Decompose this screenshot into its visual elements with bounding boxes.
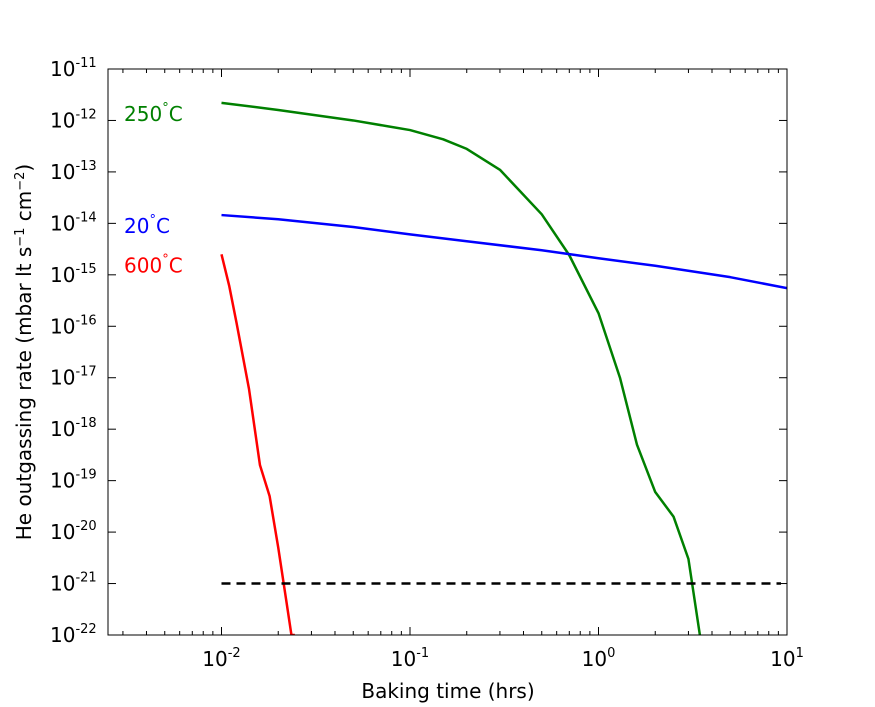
annotation-unit: C	[169, 102, 183, 126]
y-axis-label-main: He outgassing rate (mbar lt s	[12, 247, 36, 541]
y-tick-exp: -20	[75, 519, 96, 534]
annotation-unit: C	[169, 253, 183, 277]
y-axis-label-sup1: −1	[13, 228, 28, 247]
y-tick-label: 10-22	[50, 622, 97, 647]
y-tick-exp: -22	[75, 622, 96, 637]
y-tick-base: 10	[50, 366, 75, 390]
x-axis-ticks: 10-2 10-1 100 101	[122, 69, 804, 671]
x-axis-label: Baking time (hrs)	[361, 679, 534, 703]
annotation-degree: °	[162, 101, 169, 116]
y-axis-label-end: )	[12, 164, 36, 172]
annotation-value: 250	[124, 102, 162, 126]
x-tick-base: 10	[582, 647, 607, 671]
y-tick-label: 10-14	[50, 210, 97, 235]
y-tick-base: 10	[50, 417, 75, 441]
x-tick-label: 10-1	[391, 646, 429, 671]
y-tick-exp: -17	[75, 365, 96, 380]
y-axis-label-sup2: −2	[13, 172, 28, 191]
annotation-degree: °	[149, 213, 156, 228]
y-tick-base: 10	[50, 314, 75, 338]
x-tick-base: 10	[202, 647, 227, 671]
y-tick-exp: -19	[75, 468, 96, 483]
x-tick-exp: -1	[416, 646, 429, 661]
annotation-value: 600	[124, 253, 162, 277]
y-tick-exp: -18	[75, 416, 96, 431]
annotation-value: 20	[124, 214, 149, 238]
x-tick-exp: 1	[796, 646, 804, 661]
plot-frame	[107, 68, 788, 636]
series-line-2	[220, 254, 295, 635]
y-tick-label: 10-21	[50, 571, 97, 596]
y-axis-label-mid: cm	[12, 191, 36, 228]
series-annotation: 20°C	[124, 213, 170, 238]
y-tick-label: 10-16	[50, 313, 97, 338]
x-tick-label: 100	[582, 646, 616, 671]
y-tick-label: 10-15	[50, 262, 97, 287]
y-tick-label: 10-12	[50, 107, 97, 132]
series-annotation: 600°C	[124, 252, 183, 277]
y-tick-exp: -13	[75, 159, 96, 174]
y-tick-base: 10	[50, 623, 75, 647]
y-axis-ticks: 10-1110-1210-1310-1410-1510-1610-1710-18…	[50, 56, 787, 647]
y-tick-exp: -15	[75, 262, 96, 277]
series-annotation: 250°C	[124, 101, 183, 126]
y-tick-exp: -16	[75, 313, 96, 328]
x-tick-label: 101	[770, 646, 804, 671]
x-tick-base: 10	[770, 647, 795, 671]
x-tick-label: 10-2	[202, 646, 240, 671]
y-tick-base: 10	[50, 520, 75, 544]
series-line-0	[221, 101, 702, 635]
plot-lines	[220, 101, 787, 635]
y-tick-base: 10	[50, 57, 75, 81]
series-line-1	[221, 213, 787, 290]
y-tick-base: 10	[50, 469, 75, 493]
y-tick-base: 10	[50, 160, 75, 184]
y-tick-label: 10-17	[50, 365, 97, 390]
y-tick-base: 10	[50, 211, 75, 235]
y-tick-exp: -14	[75, 210, 96, 225]
x-tick-base: 10	[391, 647, 416, 671]
x-tick-exp: 0	[607, 646, 615, 661]
y-tick-exp: -21	[75, 571, 96, 586]
y-tick-base: 10	[50, 108, 75, 132]
y-tick-label: 10-13	[50, 159, 97, 184]
y-tick-exp: -11	[75, 56, 96, 71]
x-tick-exp: -2	[228, 646, 241, 661]
y-tick-label: 10-11	[50, 56, 97, 81]
annotation-unit: C	[156, 214, 170, 238]
y-tick-label: 10-20	[50, 519, 97, 544]
annotation-degree: °	[162, 252, 169, 267]
y-tick-base: 10	[50, 263, 75, 287]
y-tick-base: 10	[50, 572, 75, 596]
y-tick-label: 10-19	[50, 468, 97, 493]
y-axis-label: He outgassing rate (mbar lt s−1 cm−2)	[12, 164, 36, 541]
y-tick-exp: -12	[75, 107, 96, 122]
y-tick-label: 10-18	[50, 416, 97, 441]
